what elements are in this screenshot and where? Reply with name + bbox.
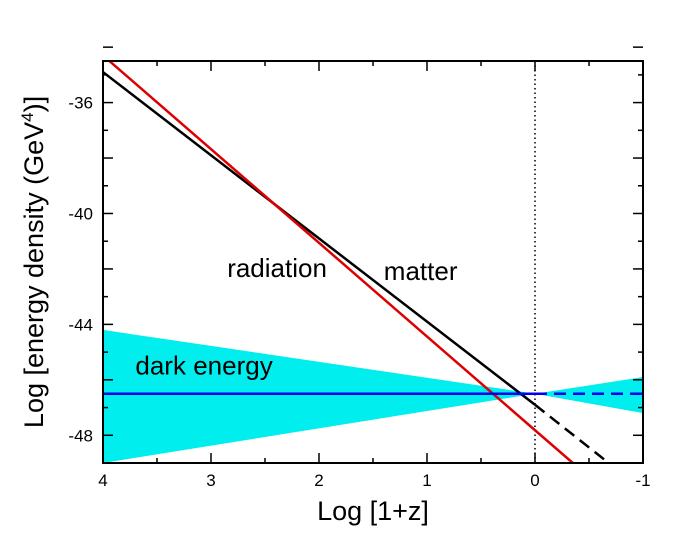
y-axis-title-main: Log [energy density (GeV [19, 122, 49, 428]
x-tick-label: 2 [314, 471, 323, 490]
x-tick-label: -1 [635, 471, 650, 490]
x-tick-label: 1 [422, 471, 431, 490]
y-tick-label: -48 [68, 426, 93, 445]
y-tick-label: -44 [68, 315, 93, 334]
annotation-matter: matter [384, 256, 458, 286]
y-axis-title-end: )] [19, 96, 49, 113]
annotation-dark-energy: dark energy [135, 350, 272, 380]
y-axis-title: Log [energy density (GeV4)] [18, 96, 49, 428]
plot-area: radiation matter dark energy [103, 61, 643, 463]
x-tick-label: 4 [98, 471, 107, 490]
axis-ticks: 4 3 2 1 0 -1 -36 -40 -44 -48 [68, 46, 651, 490]
x-axis-title: Log [1+z] [317, 496, 429, 526]
x-tick-label: 0 [530, 471, 539, 490]
dark-energy-band [103, 329, 643, 463]
y-tick-label: -40 [68, 204, 93, 223]
y-tick-label: -36 [68, 94, 93, 113]
series-matter-extension [534, 403, 606, 462]
series-radiation-line [107, 61, 574, 463]
series-matter-line [103, 71, 536, 406]
y-axis-title-superscript: 4 [18, 112, 37, 121]
annotation-radiation: radiation [227, 253, 327, 283]
x-tick-label: 3 [206, 471, 215, 490]
